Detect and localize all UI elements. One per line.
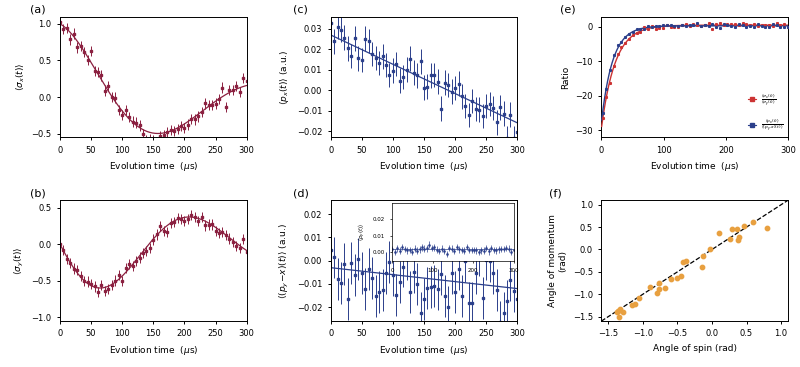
Text: (d): (d) bbox=[294, 189, 310, 199]
Point bbox=[713, 230, 726, 236]
Y-axis label: $\langle\sigma_x(t)\rangle$: $\langle\sigma_x(t)\rangle$ bbox=[14, 63, 26, 91]
Point bbox=[703, 246, 716, 252]
Point bbox=[675, 273, 688, 279]
Text: (b): (b) bbox=[30, 189, 46, 199]
Point bbox=[696, 253, 709, 259]
Point bbox=[724, 236, 737, 242]
Point bbox=[671, 275, 684, 281]
Point bbox=[665, 276, 678, 282]
Point bbox=[761, 225, 774, 231]
Point bbox=[652, 280, 665, 286]
Text: (f): (f) bbox=[549, 189, 562, 199]
Text: (e): (e) bbox=[560, 5, 576, 15]
Y-axis label: Ratio: Ratio bbox=[561, 65, 570, 88]
Point bbox=[677, 259, 690, 265]
Y-axis label: Angle of momentum
(rad): Angle of momentum (rad) bbox=[548, 214, 567, 307]
Y-axis label: $\langle(p_y\!-\!x)(t)\rangle$ (a.u.): $\langle(p_y\!-\!x)(t)\rangle$ (a.u.) bbox=[278, 223, 291, 299]
Point bbox=[628, 301, 641, 307]
Point bbox=[731, 226, 744, 232]
Point bbox=[732, 237, 745, 243]
X-axis label: Evolution time  ($\mu$s): Evolution time ($\mu$s) bbox=[379, 344, 469, 357]
Legend: $\frac{\langle\sigma_x(t)\rangle}{\langle\sigma_y(t)\rangle}$, $\frac{\langle p_: $\frac{\langle\sigma_x(t)\rangle}{\langl… bbox=[747, 91, 785, 134]
Point bbox=[626, 302, 638, 308]
Text: (a): (a) bbox=[30, 5, 46, 15]
Y-axis label: $\langle\sigma_y(t)\rangle$: $\langle\sigma_y(t)\rangle$ bbox=[13, 247, 26, 275]
Point bbox=[650, 290, 663, 295]
X-axis label: Evolution time  ($\mu$s): Evolution time ($\mu$s) bbox=[109, 344, 198, 357]
Point bbox=[614, 306, 626, 312]
Point bbox=[617, 309, 630, 315]
Point bbox=[612, 308, 625, 314]
Text: (c): (c) bbox=[294, 5, 308, 15]
Y-axis label: $\langle p_x(t)\rangle$ (a.u.): $\langle p_x(t)\rangle$ (a.u.) bbox=[278, 49, 291, 105]
Point bbox=[726, 226, 738, 232]
Point bbox=[643, 284, 656, 290]
X-axis label: Evolution time  ($\mu$s): Evolution time ($\mu$s) bbox=[650, 160, 739, 173]
Point bbox=[653, 287, 666, 292]
Point bbox=[613, 314, 626, 320]
X-axis label: Evolution time  ($\mu$s): Evolution time ($\mu$s) bbox=[379, 160, 469, 173]
Point bbox=[610, 309, 623, 315]
Point bbox=[746, 219, 759, 225]
Point bbox=[732, 235, 745, 240]
Point bbox=[632, 295, 645, 301]
Point bbox=[680, 258, 693, 264]
X-axis label: Evolution time  ($\mu$s): Evolution time ($\mu$s) bbox=[109, 160, 198, 173]
X-axis label: Angle of spin (rad): Angle of spin (rad) bbox=[653, 344, 737, 353]
Point bbox=[738, 224, 751, 229]
Point bbox=[658, 286, 671, 291]
Point bbox=[695, 264, 708, 270]
